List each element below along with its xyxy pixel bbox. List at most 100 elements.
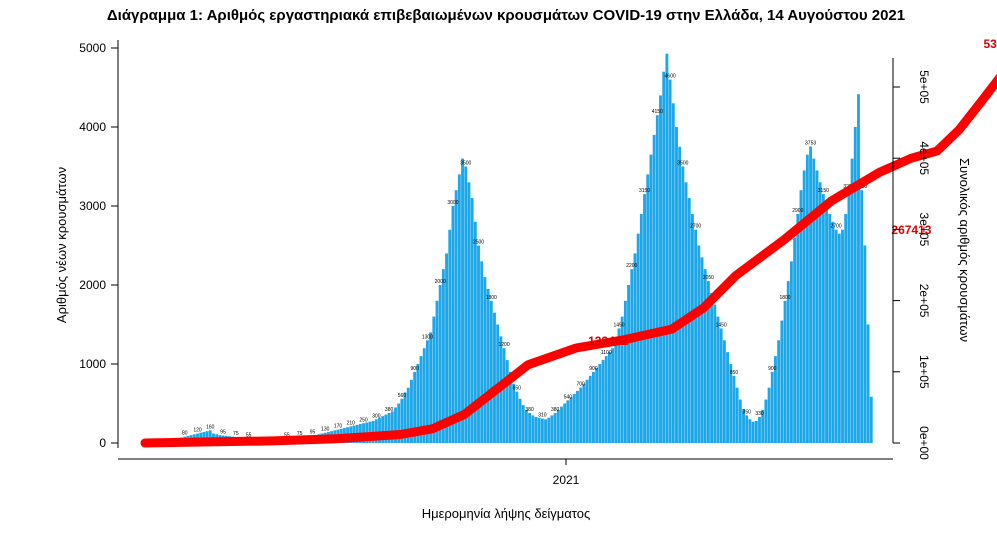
bar-160 (655, 115, 659, 444)
bar-226 (866, 324, 870, 443)
bar-186 (738, 399, 742, 443)
bar-198 (777, 340, 781, 443)
cumulative-annotation-535237: 535237 (983, 37, 997, 51)
bar-96 (451, 206, 455, 443)
bar-212 (821, 194, 825, 443)
bar-139 (588, 375, 592, 443)
bar-101 (467, 182, 471, 444)
bar-92 (438, 285, 442, 443)
bar-18 (202, 431, 206, 443)
bar-value-label: 2700 (831, 224, 842, 230)
bar-145 (607, 352, 611, 443)
bar-215 (831, 221, 835, 443)
bar-value-label: 1450 (716, 322, 727, 328)
bar-182 (726, 352, 729, 443)
bar-168 (681, 166, 685, 443)
bar-value-label: 3753 (805, 141, 816, 147)
bar-197 (774, 356, 777, 443)
cumulative-annotation-267413: 267413 (891, 223, 931, 237)
bar-value-label: 3500 (677, 161, 688, 167)
bar-135 (576, 390, 579, 443)
bar-value-label: 850 (730, 370, 739, 376)
y-left-tick-label: 0 (99, 436, 106, 450)
bar-184 (732, 375, 736, 443)
bar-102 (470, 198, 474, 443)
y-axis-left-ticks: 0 1000 2000 3000 4000 5000 (79, 41, 118, 450)
bar-value-label: 700 (577, 382, 586, 388)
bar-89 (429, 332, 433, 443)
bar-97 (454, 190, 458, 443)
bar-141 (595, 367, 599, 443)
bar-value-label: 95 (310, 430, 316, 436)
bar-147 (614, 340, 618, 443)
bar-189 (748, 419, 752, 443)
bar-205 (799, 190, 803, 443)
bar-value-label: 310 (538, 413, 547, 419)
x-axis-tick-label-2021: 2021 (553, 473, 580, 487)
bar-78 (394, 407, 397, 443)
bar-199 (780, 320, 784, 443)
chart-title: Διάγραμμα 1: Αριθμός εργαστηριακά επιβεβ… (107, 7, 905, 24)
bar-value-label: 210 (347, 420, 356, 426)
bar-190 (751, 421, 755, 443)
y-left-tick-label: 3000 (79, 199, 106, 213)
y-left-tick-label: 1000 (79, 357, 106, 371)
bar-value-label: 1800 (779, 295, 790, 301)
bar-value-label: 170 (334, 424, 343, 430)
bar-value-label: 900 (768, 366, 777, 372)
bar-188 (745, 415, 749, 443)
bar-192 (758, 416, 761, 443)
bar-127 (550, 415, 554, 443)
bar-value-label: 1300 (422, 334, 433, 340)
bar-183 (729, 364, 733, 443)
bar-201 (786, 281, 790, 443)
bar-value-label: 2500 (473, 240, 484, 246)
bar-194 (764, 399, 768, 443)
bar-20 (208, 430, 212, 443)
bar-value-label: 2200 (626, 263, 637, 269)
bar-value-label: 380 (551, 407, 560, 413)
bar-146 (611, 348, 615, 443)
bar-79 (397, 403, 401, 443)
bar-74 (381, 416, 385, 443)
bar-83 (410, 379, 413, 443)
bar-75 (384, 414, 388, 443)
bar-187 (742, 409, 745, 443)
bar-216 (834, 229, 838, 443)
bar-207 (805, 154, 809, 443)
bar-132 (566, 400, 570, 443)
bar-133 (569, 397, 573, 443)
bar-115 (512, 383, 516, 443)
bar-103 (473, 221, 477, 443)
bar-124 (540, 418, 544, 443)
bar-222 (853, 127, 857, 443)
bar-156 (643, 194, 646, 443)
bar-174 (700, 257, 704, 443)
bar-99 (461, 158, 464, 443)
bar-value-label: 75 (297, 431, 303, 437)
bar-72 (374, 419, 378, 443)
bar-value-label: 4600 (665, 74, 676, 80)
bar-202 (789, 261, 793, 443)
bar-value-label: 2050 (703, 275, 714, 281)
bar-126 (547, 417, 551, 443)
bar-224 (860, 190, 864, 443)
bar-176 (706, 281, 710, 443)
bar-value-label: 2700 (690, 224, 701, 230)
bar-143 (601, 360, 605, 443)
y-right-tick-label: 2e+05 (917, 284, 931, 318)
bar-195 (767, 387, 771, 443)
bar-value-label: 650 (513, 386, 522, 392)
bar-19 (205, 431, 209, 443)
bar-163 (665, 53, 669, 443)
bar-211 (818, 182, 822, 444)
cumulative-series-line (140, 73, 997, 448)
bar-88 (425, 340, 429, 443)
bar-value-label: 3500 (460, 161, 471, 167)
bar-value-label: 1450 (613, 322, 624, 328)
bar-220 (847, 190, 851, 443)
bar-77 (390, 411, 394, 443)
bar-value-label: 380 (525, 407, 534, 413)
y-right-tick-label: 5e+05 (917, 70, 931, 104)
